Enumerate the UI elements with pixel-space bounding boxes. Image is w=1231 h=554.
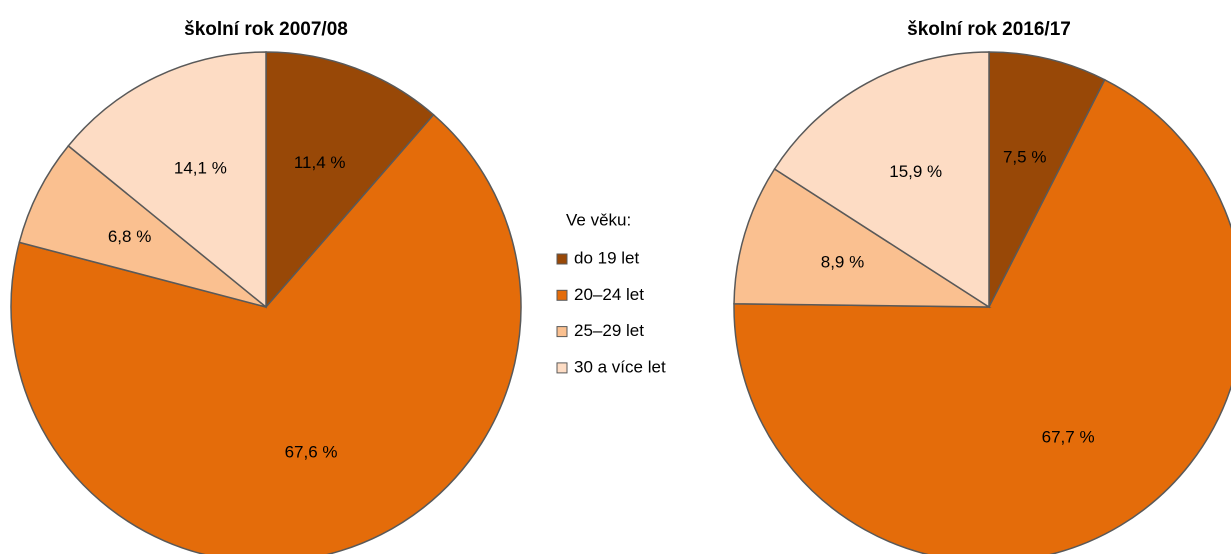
data-label: 67,6 % [285,443,338,462]
pie-slice [733,167,992,308]
legend-title: Ve věku: [566,210,631,229]
legend-label: do 19 let [574,248,639,267]
pie-slice [18,144,267,308]
legend-label: 25–29 let [574,321,644,340]
legend-swatch [556,362,568,374]
data-label: 8,9 % [821,252,864,271]
data-label: 14,1 % [174,158,227,177]
data-label: 11,4 % [294,153,346,172]
data-label: 7,5 % [1003,148,1046,167]
legend-swatch [556,326,568,338]
chart-title: školní rok 2007/08 [184,19,348,40]
legend-swatch [556,289,568,301]
legend-swatch [556,253,568,265]
pie-slice [10,113,522,554]
pie-slice [265,51,435,310]
legend-label: 20–24 let [574,285,644,304]
legend-label: 30 a více let [574,357,666,376]
pie-slice [733,78,1231,554]
data-label: 15,9 % [889,162,942,181]
data-label: 6,8 % [108,227,151,246]
data-label: 67,7 % [1042,427,1095,446]
chart-title: školní rok 2016/17 [907,19,1071,40]
pie-slice [988,51,1106,308]
pie-slice [67,51,267,309]
pie-slice [773,51,990,309]
